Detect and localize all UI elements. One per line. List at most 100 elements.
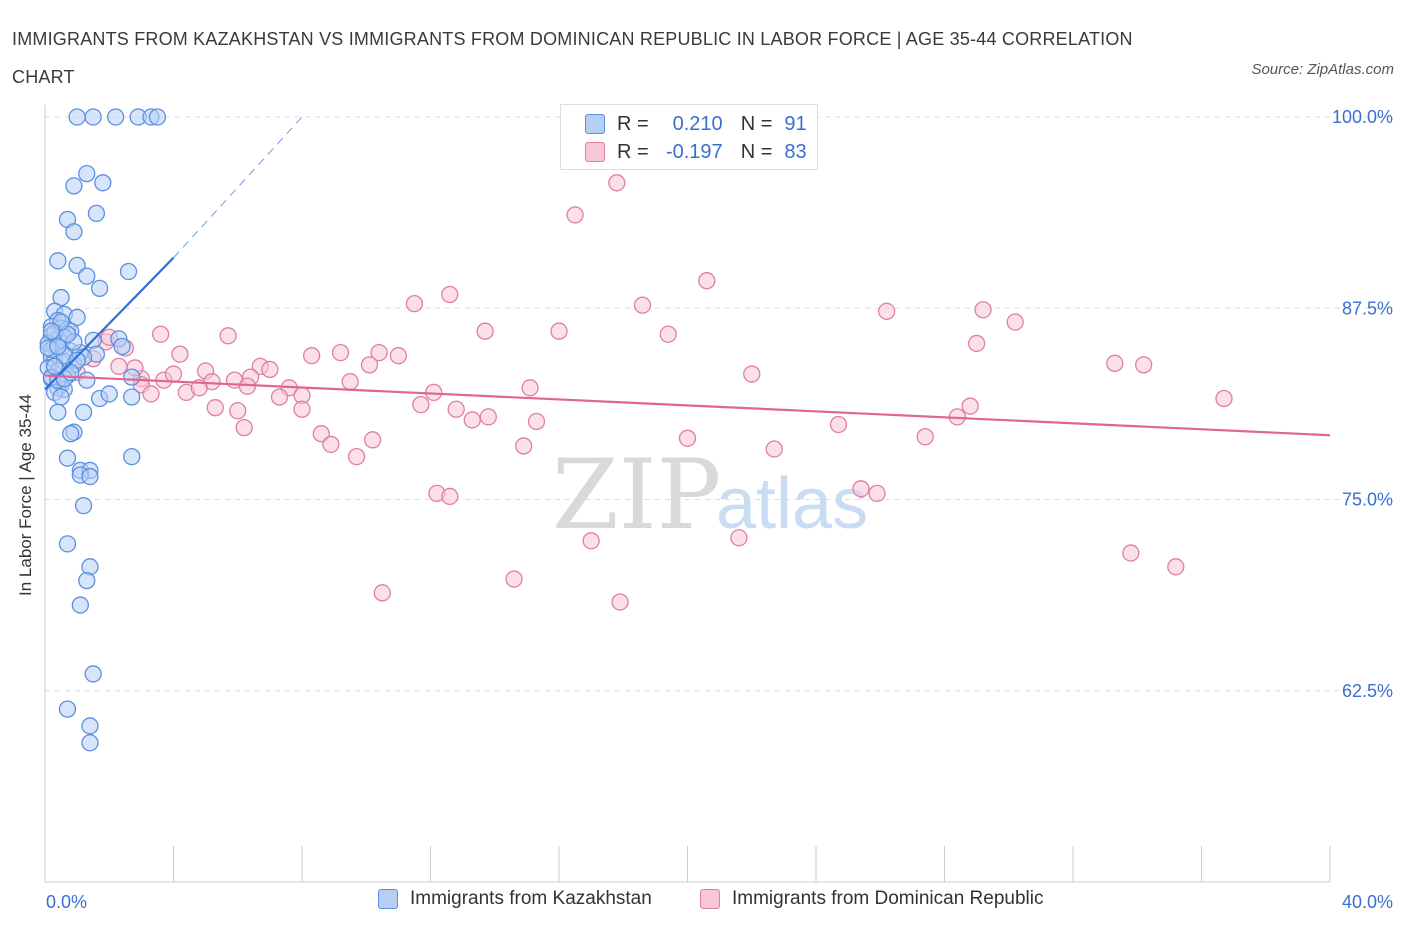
point-dominican [479, 408, 497, 426]
point-dominican [1106, 354, 1124, 372]
point-kazakhstan [81, 467, 99, 486]
point-kazakhstan [68, 108, 86, 126]
legend-r-label: R = [617, 140, 649, 163]
point-kazakhstan [68, 256, 86, 275]
point-kazakhstan [58, 700, 77, 718]
point-dominican [142, 385, 160, 403]
point-dominican [364, 431, 382, 449]
point-dominican [566, 206, 584, 224]
point-dominican [476, 322, 494, 340]
point-dominican [441, 285, 459, 304]
legend-swatch-dominican [585, 142, 605, 162]
legend-row-kazakhstan: R = 0.210 N = 91 [585, 110, 807, 138]
point-kazakhstan [49, 337, 67, 356]
watermark-zip: ZIP [552, 439, 721, 551]
point-kazakhstan [78, 164, 96, 183]
point-dominican [206, 399, 224, 417]
point-dominican [916, 428, 934, 446]
point-dominican [341, 373, 359, 391]
chart-title: IMMIGRANTS FROM KAZAKHSTAN VS IMMIGRANTS… [12, 29, 1133, 87]
point-dominican [527, 412, 546, 431]
legend-r-value: 0.210 [672, 112, 723, 135]
series-legend-dominican[interactable]: Immigrants from Dominican Republic [700, 888, 1044, 910]
point-kazakhstan [123, 388, 141, 406]
point-dominican [633, 296, 652, 314]
point-kazakhstan [90, 279, 109, 298]
point-dominican [698, 272, 716, 290]
series-legend-kazakhstan[interactable]: Immigrants from Kazakhstan [378, 888, 652, 910]
legend-row-dominican: R = -0.197 N = 83 [585, 138, 807, 166]
point-dominican [730, 529, 748, 547]
point-kazakhstan [107, 108, 125, 126]
source-label: Source: ZipAtlas.com [1251, 61, 1394, 78]
point-kazakhstan [81, 734, 99, 752]
tick-labels: 100.0% 87.5% 75.0% 62.5% 0.0% 40.0% [46, 107, 1393, 912]
point-dominican [151, 325, 170, 343]
point-dominican [360, 356, 379, 374]
point-dominican [312, 425, 330, 443]
point-dominican [878, 302, 896, 320]
correlation-legend: R = 0.210 N = 91 R = -0.197 N = 83 [560, 104, 818, 170]
point-kazakhstan [74, 496, 93, 515]
point-dominican [974, 301, 992, 319]
point-kazakhstan [58, 535, 77, 553]
point-kazakhstan [71, 596, 89, 614]
point-kazakhstan [78, 371, 96, 389]
legend-swatch-kazakhstan [585, 114, 605, 134]
point-dominican [550, 322, 568, 340]
point-kazakhstan [62, 425, 80, 443]
point-kazakhstan [123, 368, 141, 386]
point-kazakhstan [94, 174, 112, 192]
point-dominican [1215, 389, 1233, 408]
point-dominican [412, 395, 430, 414]
point-dominican [515, 437, 533, 455]
point-kazakhstan [148, 108, 167, 126]
trendline-dominican [44, 374, 1331, 437]
legend-r-label: R = [617, 112, 649, 135]
point-dominican [229, 402, 247, 420]
legend-n-label: N = [740, 140, 773, 163]
point-dominican [611, 593, 629, 611]
series-swatch-kazakhstan [378, 889, 398, 909]
point-kazakhstan [119, 262, 138, 281]
point-dominican [347, 448, 366, 466]
point-dominican [235, 418, 253, 437]
series-label-dominican: Immigrants from Dominican Republic [732, 888, 1044, 909]
point-kazakhstan [84, 665, 102, 683]
point-dominican [1006, 313, 1024, 331]
point-dominican [1122, 544, 1140, 562]
series-legend: Immigrants from Kazakhstan Immigrants fr… [0, 888, 1406, 916]
point-dominican [405, 295, 424, 313]
point-kazakhstan [78, 571, 96, 590]
point-dominican [743, 365, 761, 383]
series-swatch-dominican [700, 889, 720, 909]
point-kazakhstan [65, 177, 83, 195]
grid-lines [45, 116, 1390, 692]
point-kazakhstan [81, 717, 99, 735]
point-kazakhstan [74, 403, 93, 421]
point-dominican [852, 480, 870, 498]
point-dominican [608, 174, 626, 192]
point-dominican [447, 400, 465, 418]
trend-lines [44, 116, 1331, 437]
y-tick-label: 75.0% [1342, 490, 1393, 510]
watermark: ZIP atlas [552, 439, 868, 551]
x-tick-label: 40.0% [1342, 892, 1393, 912]
point-dominican [659, 325, 677, 343]
point-kazakhstan [49, 403, 67, 421]
point-kazakhstan [113, 337, 131, 356]
trendline-kazakhstan [44, 256, 175, 391]
y-tick-label: 62.5% [1342, 681, 1393, 701]
axes [44, 105, 1331, 883]
point-dominican [331, 343, 350, 362]
point-dominican [373, 584, 391, 602]
point-dominican [967, 334, 986, 353]
point-dominican [261, 360, 279, 379]
series-label-kazakhstan: Immigrants from Kazakhstan [410, 888, 652, 909]
point-kazakhstan [49, 252, 67, 270]
data-points [39, 108, 1233, 752]
point-dominican [441, 487, 459, 506]
point-dominican [164, 365, 183, 383]
point-kazakhstan [123, 448, 141, 466]
